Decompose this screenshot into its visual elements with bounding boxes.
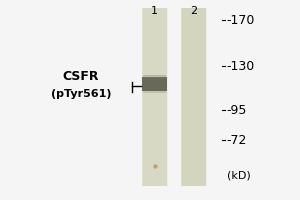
Text: CSFR: CSFR — [63, 70, 99, 82]
Bar — [143, 91, 166, 93]
Bar — [143, 75, 166, 78]
Text: (pTyr561): (pTyr561) — [51, 89, 111, 99]
Text: -170: -170 — [226, 14, 255, 26]
Text: -95: -95 — [226, 104, 247, 116]
Text: 2: 2 — [190, 6, 197, 16]
Text: (kD): (kD) — [226, 171, 250, 181]
Bar — [142, 77, 167, 91]
Text: 1: 1 — [151, 6, 158, 16]
Text: -130: -130 — [226, 60, 255, 72]
Point — [152, 164, 157, 168]
Bar — [181, 8, 206, 186]
Text: -72: -72 — [226, 134, 247, 146]
Bar — [142, 8, 167, 186]
